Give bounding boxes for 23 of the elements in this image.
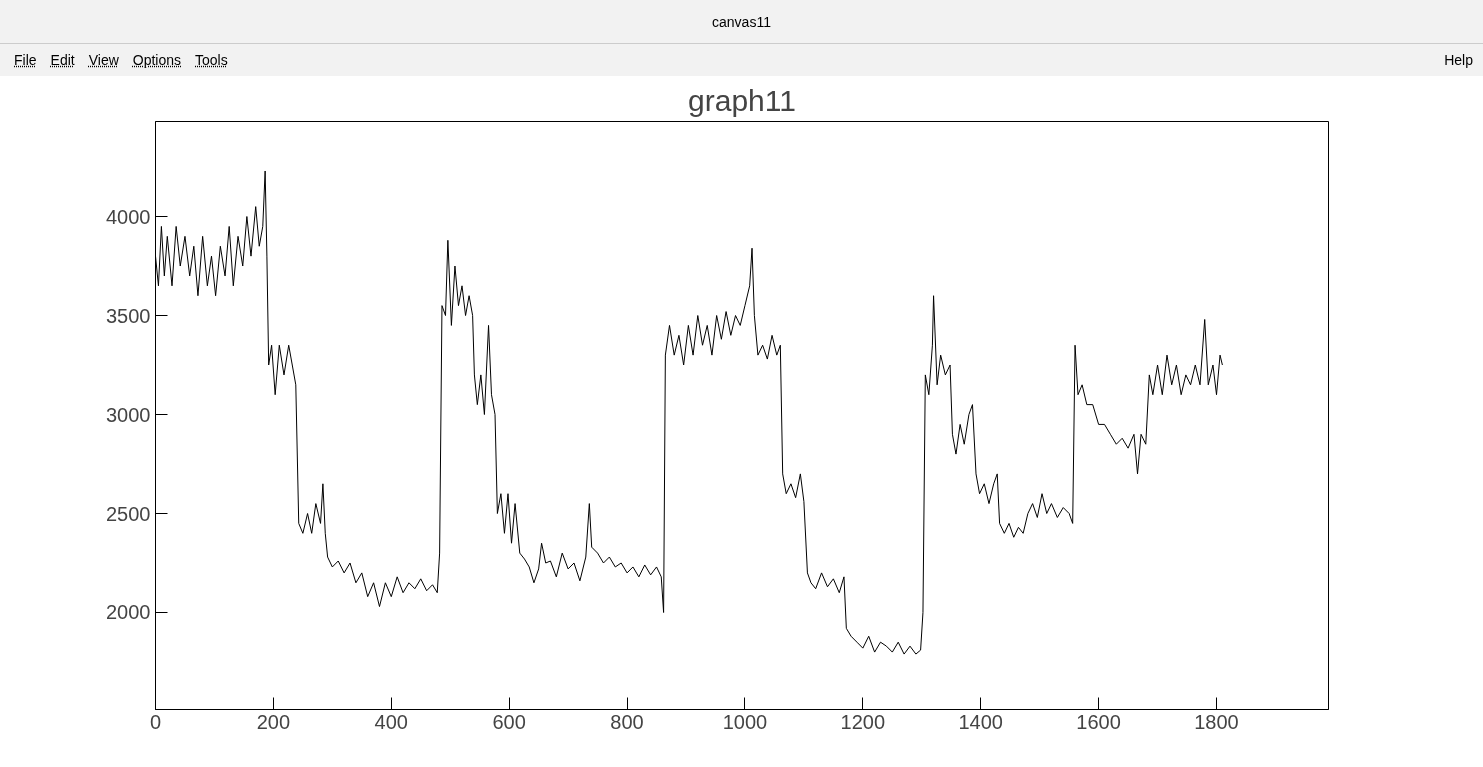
text: Help bbox=[1444, 51, 1473, 70]
x-tick-label: 1000 bbox=[722, 710, 768, 733]
text: Edit bbox=[50, 52, 75, 68]
text: View bbox=[88, 52, 119, 68]
x-tick-label: 1400 bbox=[958, 710, 1003, 733]
text: Tools bbox=[195, 52, 228, 68]
text: Options bbox=[132, 52, 182, 68]
y-tick-label: 4000 bbox=[106, 205, 151, 228]
x-tick-label: 200 bbox=[256, 710, 291, 733]
y-tick-label: 2500 bbox=[106, 502, 151, 525]
x-tick-label: 600 bbox=[492, 710, 526, 733]
text: canvas11 bbox=[0, 0, 1483, 44]
x-tick-label: 1600 bbox=[1076, 710, 1121, 733]
x-tick-label: 400 bbox=[374, 710, 408, 733]
chart-title: graph11 bbox=[688, 83, 796, 117]
x-tick-label: 800 bbox=[610, 710, 644, 733]
x-tick-label: 1200 bbox=[840, 710, 886, 733]
y-tick-label: 3500 bbox=[106, 304, 151, 327]
y-tick-label: 3000 bbox=[106, 403, 151, 426]
x-tick-label: 0 bbox=[149, 710, 162, 733]
y-tick-label: 2000 bbox=[106, 601, 151, 624]
text: File bbox=[14, 52, 37, 68]
x-tick-label: 1800 bbox=[1194, 710, 1239, 733]
